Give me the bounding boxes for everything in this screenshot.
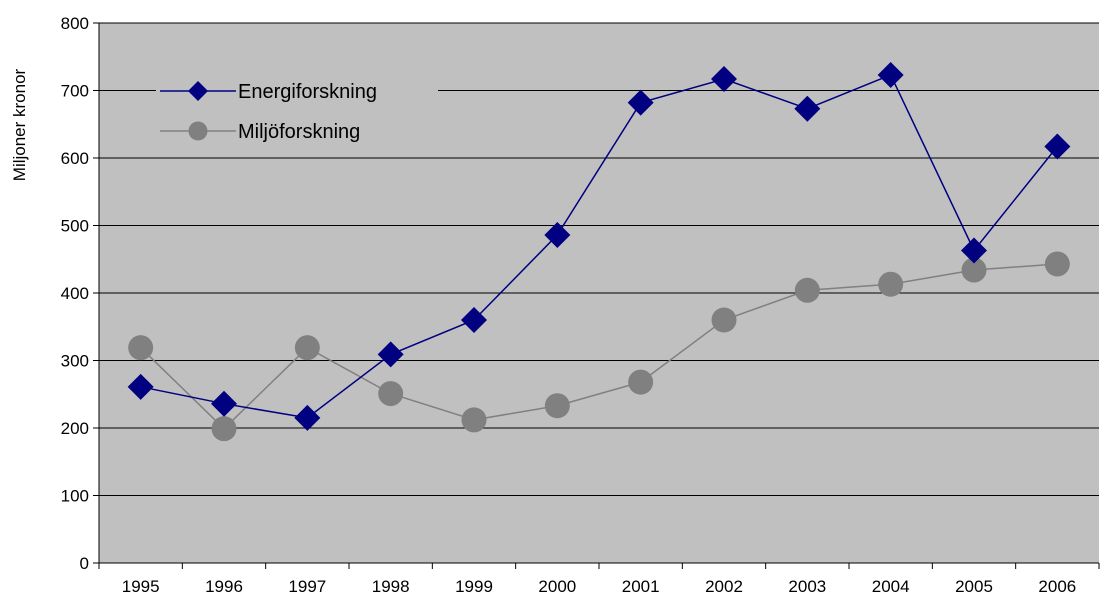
y-tick-label-600: 600 — [61, 149, 89, 168]
y-tick-label-500: 500 — [61, 217, 89, 236]
data-point-s1-2002 — [711, 66, 737, 93]
legend-marker-1 — [188, 81, 208, 101]
x-tick-label-1995: 1995 — [122, 577, 160, 596]
x-tick-label-2003: 2003 — [788, 577, 826, 596]
x-tick-label-2006: 2006 — [1038, 577, 1076, 596]
data-point-s1-1996 — [211, 390, 237, 417]
y-tick-label-0: 0 — [80, 554, 89, 573]
data-point-s2-2002 — [711, 307, 737, 333]
y-tick-label-700: 700 — [61, 82, 89, 101]
y-axis-ticks: 0 100 200 300 400 500 600 700 800 — [61, 14, 99, 573]
data-point-s1-1995 — [127, 373, 154, 400]
data-point-s1-2003 — [794, 95, 821, 122]
series-line-2 — [140, 263, 1058, 430]
data-point-s2-2003 — [794, 277, 820, 303]
legend-label-1: Energiforskning — [238, 81, 377, 103]
x-tick-label-2000: 2000 — [538, 577, 576, 596]
data-point-s1-2000 — [544, 221, 571, 248]
data-point-s2-1997 — [294, 335, 320, 361]
data-point-s2-2001 — [628, 369, 654, 395]
y-tick-label-100: 100 — [61, 487, 89, 506]
data-point-s1-2005 — [961, 237, 987, 264]
x-tick-label-1997: 1997 — [288, 577, 326, 596]
data-point-s2-1998 — [378, 381, 404, 407]
x-tick-label-1999: 1999 — [455, 577, 493, 596]
data-point-s2-1995 — [128, 335, 154, 361]
data-point-s1-1998 — [377, 341, 404, 368]
data-point-s2-2000 — [544, 393, 570, 419]
series-group — [127, 61, 1071, 442]
legend-marker-2 — [188, 121, 208, 141]
x-tick-label-2002: 2002 — [705, 577, 743, 596]
gridlines — [99, 22, 1099, 496]
y-tick-label-800: 800 — [61, 14, 89, 33]
y-tick-label-200: 200 — [61, 419, 89, 438]
data-point-s1-1999 — [461, 307, 487, 333]
series-2 — [128, 251, 1070, 442]
x-tick-label-1998: 1998 — [372, 577, 410, 596]
data-point-s2-1996 — [211, 416, 237, 442]
data-point-s1-2006 — [1044, 133, 1071, 160]
x-tick-label-2004: 2004 — [872, 577, 910, 596]
series-line-1 — [140, 74, 1058, 419]
data-point-s2-1999 — [461, 407, 487, 433]
y-axis-title: Miljoner kronor — [10, 68, 29, 181]
data-point-s1-2004 — [877, 61, 904, 88]
x-tick-label-1996: 1996 — [205, 577, 243, 596]
data-point-s2-2006 — [1044, 251, 1070, 277]
x-axis-ticks: 1995 1996 1997 1998 1999 2000 2001 2002 2003 2004… — [98, 563, 1100, 596]
x-tick-label-2001: 2001 — [622, 577, 660, 596]
data-point-s2-2005 — [961, 257, 987, 283]
legend-label-2: Miljöforskning — [238, 121, 360, 143]
series-1 — [127, 61, 1071, 431]
x-tick-label-2005: 2005 — [955, 577, 993, 596]
data-point-s1-2001 — [627, 89, 654, 116]
legend: Energiforskning Miljöforskning — [156, 77, 438, 145]
data-point-s2-2004 — [878, 271, 904, 297]
y-tick-label-300: 300 — [61, 352, 89, 371]
y-tick-label-400: 400 — [61, 284, 89, 303]
data-point-s1-1997 — [294, 404, 321, 431]
